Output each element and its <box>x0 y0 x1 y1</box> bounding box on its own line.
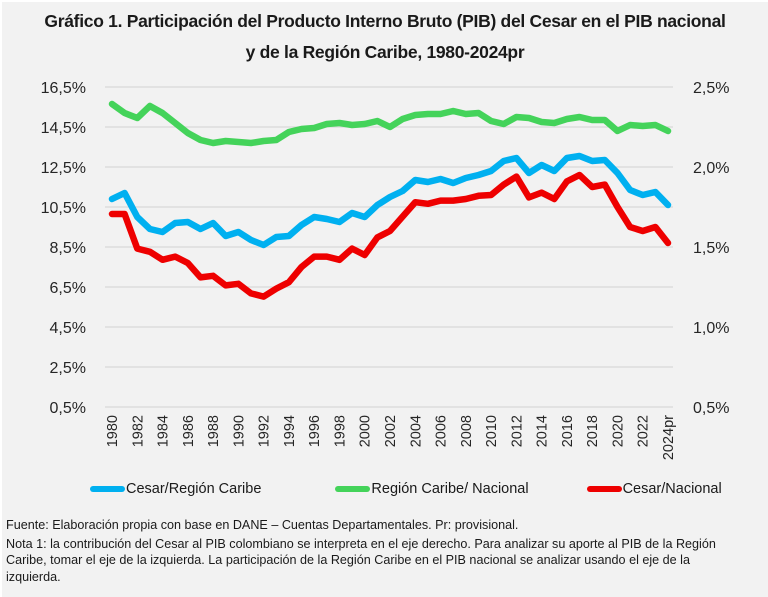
y-right-tick-label: 2,5% <box>693 80 729 97</box>
x-tick-label: 2020 <box>610 415 626 447</box>
y-left-tick-label: 2,5% <box>50 360 86 377</box>
y-left-tick-label: 14,5% <box>41 120 86 137</box>
x-tick-label: 1980 <box>105 415 121 447</box>
legend-swatch-green <box>335 486 371 492</box>
chart-title-line-2: y de la Región Caribe, 1980-2024pr <box>245 42 525 62</box>
legend-label: Región Caribe/ Nacional <box>371 481 529 497</box>
series-line-cesar-nacional <box>108 171 672 300</box>
explanatory-note: Nota 1: la contribución del Cesar al PIB… <box>6 536 716 584</box>
x-tick-label: 1994 <box>282 415 298 447</box>
x-tick-label: 2022 <box>636 415 652 447</box>
chart-footer: Fuente: Elaboración propia con base en D… <box>6 517 746 587</box>
x-axis-labels: 1980 1982 1984 1986 1988 1990 1992 1994 1996 1998… <box>105 415 677 460</box>
source-note: Fuente: Elaboración propia con base en D… <box>6 518 519 532</box>
x-tick-label: 2006 <box>434 415 450 447</box>
x-tick-label: 2008 <box>459 415 475 447</box>
y-left-tick-label: 6,5% <box>50 280 86 297</box>
series-line-regi-n-caribe-nacional <box>108 100 672 147</box>
legend: Cesar/Región Caribe Región Caribe/ Nacio… <box>90 478 758 500</box>
x-tick-label: 2002 <box>383 415 399 447</box>
y-left-tick-label: 8,5% <box>50 240 86 257</box>
x-tick-label: 1988 <box>206 415 222 447</box>
x-tick-label: 1998 <box>332 415 348 447</box>
x-tick-label: 1982 <box>130 415 146 447</box>
x-tick-label: 2012 <box>509 415 525 447</box>
legend-label: Cesar/Región Caribe <box>126 481 262 497</box>
y-left-tick-label: 10,5% <box>41 200 86 217</box>
x-tick-label: 1996 <box>307 415 323 447</box>
x-tick-label: 1990 <box>231 415 247 447</box>
x-tick-label: 1992 <box>257 415 273 447</box>
x-tick-label: 2000 <box>358 415 374 447</box>
x-tick-label: 2024pr <box>661 415 677 460</box>
y-left-tick-label: 0,5% <box>50 400 86 417</box>
y-right-tick-label: 1,5% <box>693 240 729 257</box>
x-tick-label: 2016 <box>560 415 576 447</box>
y-right-tick-label: 0,5% <box>693 400 729 417</box>
legend-item-cesar-region-caribe[interactable]: Cesar/Región Caribe <box>90 481 261 497</box>
legend-swatch-red <box>586 486 622 492</box>
chart-title: Gráfico 1. Participación del Producto In… <box>2 6 768 68</box>
y-left-tick-label: 16,5% <box>41 80 86 97</box>
series-line-cesar-regi-n-caribe <box>108 152 672 249</box>
legend-item-region-caribe-nacional[interactable]: Región Caribe/ Nacional <box>335 481 529 497</box>
x-tick-label: 1986 <box>181 415 197 447</box>
x-tick-label: 2010 <box>484 415 500 447</box>
chart-title-line-1: Gráfico 1. Participación del Producto In… <box>44 11 726 31</box>
x-tick-label: 2014 <box>535 415 551 447</box>
y-axis-right-labels: 0,5% 1,0% 1,5% 2,0% 2,5% <box>693 80 729 417</box>
legend-label: Cesar/Nacional <box>622 481 722 497</box>
legend-swatch-blue <box>90 486 125 492</box>
x-tick-label: 2004 <box>408 415 424 447</box>
x-tick-label: 2018 <box>585 415 601 447</box>
y-right-tick-label: 2,0% <box>693 160 729 177</box>
legend-item-cesar-nacional[interactable]: Cesar/Nacional <box>586 481 722 497</box>
series-lines <box>108 100 672 300</box>
y-left-tick-label: 12,5% <box>41 160 86 177</box>
y-left-tick-label: 4,5% <box>50 320 86 337</box>
y-right-tick-label: 1,0% <box>693 320 729 337</box>
x-tick-label: 1984 <box>156 415 172 447</box>
y-axis-left-labels: 0,5% 2,5% 4,5% 6,5% 8,5% 10,5% 12,5% 14,5% 16,5% <box>41 80 86 417</box>
